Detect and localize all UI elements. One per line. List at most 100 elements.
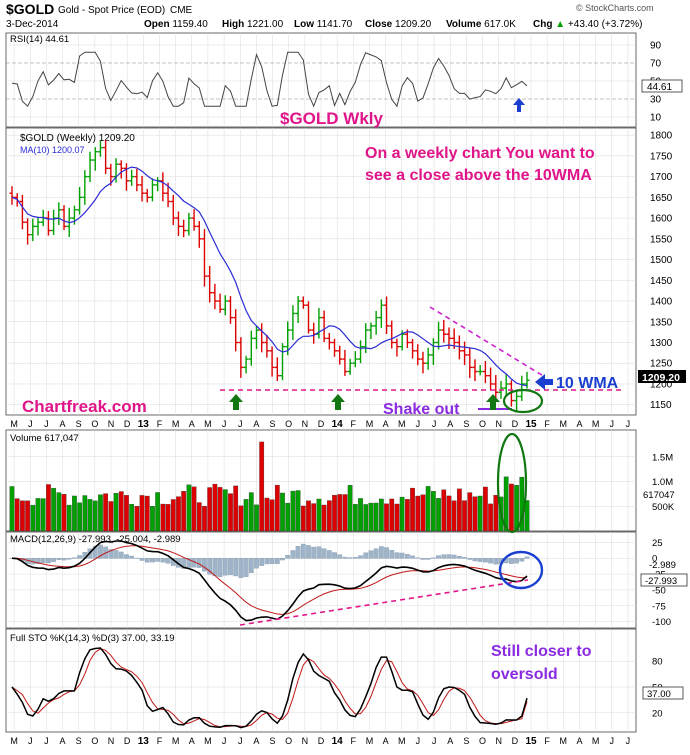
volume-bar (239, 506, 243, 531)
x-tick-label-bottom: M (592, 736, 600, 746)
volume-bar (20, 501, 24, 531)
volume-bar (36, 498, 40, 531)
macd-hist-bar (348, 558, 352, 559)
macd-hist-bar (46, 558, 50, 563)
volume-bar (249, 493, 253, 531)
volume-bar (218, 487, 222, 531)
volume-bar (514, 485, 518, 531)
volume-bar (207, 488, 211, 531)
macd-hist-bar (473, 558, 477, 561)
volume-bar (41, 499, 45, 531)
volume-bar (343, 494, 347, 531)
x-tick-label-bottom: F (544, 736, 550, 746)
x-tick-label: J (416, 419, 421, 429)
x-tick-label-bottom: O (91, 736, 98, 746)
svg-text:Volume 617.0K: Volume 617.0K (446, 19, 516, 30)
x-tick-label: N (495, 419, 502, 429)
macd-hist-bar (57, 558, 61, 560)
macd-label: MACD(12,26,9) -27.993, -25.004, -2.989 (10, 534, 181, 545)
x-tick-label-bottom: J (44, 736, 49, 746)
macd-hist-bar (213, 558, 217, 576)
macd-hist-bar (72, 558, 76, 559)
volume-bar (483, 487, 487, 531)
volume-bar (77, 503, 81, 531)
volume-bar (509, 484, 513, 531)
x-tick-label: 15 (525, 419, 537, 430)
macd-hist-bar (129, 556, 133, 558)
sto-label: Full STO %K(14,3) %D(3) 37.00, 33.19 (10, 633, 175, 644)
x-tick-label: J (44, 419, 49, 429)
macd-hist-bar (140, 558, 144, 560)
site-label: Chartfreak.com (22, 397, 147, 416)
x-tick-label: A (576, 419, 582, 429)
volume-bar (285, 503, 289, 531)
x-tick-label-bottom: S (270, 736, 276, 746)
macd-hist-bar (67, 558, 71, 559)
volume-bar (280, 493, 284, 531)
x-tick-label-bottom: N (495, 736, 502, 746)
price-tick-label: 1350 (650, 317, 673, 328)
volume-bar (129, 504, 133, 531)
macd-hist-bar (374, 549, 378, 559)
macd-hist-bar (322, 549, 326, 559)
macd-hist-bar (150, 558, 154, 562)
volume-bar (244, 499, 248, 531)
chg-label: Chg (533, 19, 552, 30)
x-tick-label: J (222, 419, 227, 429)
volume-bar (98, 495, 102, 531)
macd-hist-bar (457, 556, 461, 558)
volume-bar (379, 499, 383, 531)
macd-hist-bar (161, 558, 165, 562)
volume-bar (62, 494, 66, 531)
macd-hist-bar (119, 552, 123, 559)
volume-bar (332, 495, 336, 531)
x-tick-label-bottom: D (512, 736, 519, 746)
x-tick-label: M (366, 419, 374, 429)
volume-tick-label: 500K (652, 502, 675, 513)
volume-tick-label: 1.0M (652, 477, 673, 488)
macd-hist-bar (520, 558, 524, 561)
volume-bar (442, 490, 446, 531)
volume-bar (338, 494, 342, 531)
x-tick-label-bottom: A (576, 736, 582, 746)
macd-hist-bar (462, 557, 466, 558)
macd-hist-bar (218, 558, 222, 577)
x-tick-label: F (544, 419, 550, 429)
macd-hist-bar (327, 550, 331, 558)
x-tick-label: J (626, 419, 631, 429)
price-current-label: 1209.20 (642, 372, 680, 384)
x-tick-label-bottom: 13 (138, 736, 150, 747)
macd-hist-bar (436, 556, 440, 559)
x-tick-label-bottom: J (432, 736, 437, 746)
macd-tick-label: -100 (652, 617, 671, 628)
x-tick-label-bottom: M (398, 736, 406, 746)
macd-hist-bar (514, 558, 518, 563)
macd-hist-bar (228, 558, 232, 575)
volume-bar (93, 501, 97, 531)
macd-hist-bar (364, 553, 368, 559)
symbol-label: $GOLD (6, 1, 54, 17)
macd-hist-bar (312, 547, 316, 559)
svg-text:Low 1141.70: Low 1141.70 (294, 19, 353, 30)
x-tick-label-bottom: A (383, 736, 389, 746)
volume-bar (265, 498, 269, 531)
x-tick-label: N (108, 419, 115, 429)
x-tick-label-bottom: A (189, 736, 195, 746)
x-tick-label: F (157, 419, 163, 429)
price-tick-label: 1300 (650, 338, 673, 349)
macd-hist-bar (416, 558, 420, 559)
price-tick-label: 1450 (650, 276, 673, 287)
rsi-tick-label: 70 (650, 59, 662, 70)
volume-bar (405, 499, 409, 531)
macd-hist-bar (400, 553, 404, 559)
macd-hist-bar (431, 558, 435, 559)
sto-current-label: 37.00 (647, 689, 671, 700)
macd-hist-bar (338, 555, 342, 559)
x-tick-label-bottom: M (366, 736, 374, 746)
macd-hist-bar (478, 558, 482, 561)
x-tick-label: M (592, 419, 600, 429)
chg-arrow-icon: ▲ (555, 19, 565, 30)
svg-text:Close 1209.20: Close 1209.20 (365, 19, 432, 30)
x-tick-label-bottom: S (463, 736, 469, 746)
